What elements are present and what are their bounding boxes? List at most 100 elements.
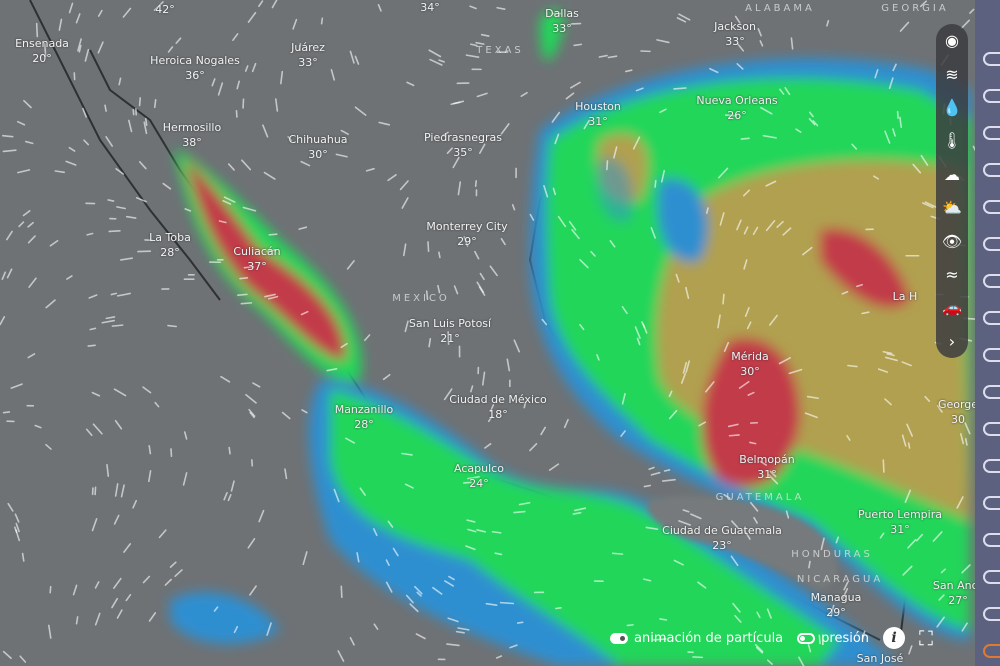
city-label[interactable]: Managua 29° bbox=[811, 590, 862, 620]
wind-icon[interactable]: ≋ bbox=[945, 64, 959, 84]
panel-toggle[interactable] bbox=[983, 89, 1000, 103]
city-temperature: 35° bbox=[453, 146, 473, 159]
city-label[interactable]: Dallas 33° bbox=[545, 6, 579, 36]
wind-particle bbox=[403, 243, 407, 257]
city-label[interactable]: Juárez 33° bbox=[291, 40, 325, 70]
panel-toggle[interactable] bbox=[983, 570, 1000, 584]
panel-toggle[interactable] bbox=[983, 163, 1000, 177]
panel-toggle[interactable] bbox=[983, 496, 1000, 510]
info-icon[interactable]: i bbox=[883, 627, 906, 649]
wind-particle bbox=[685, 360, 691, 373]
panel-toggle[interactable] bbox=[983, 274, 1000, 288]
city-label[interactable]: Nueva Orleans 26° bbox=[696, 93, 777, 123]
wind-particle bbox=[491, 530, 502, 534]
city-label[interactable]: Heroica Nogales 36° bbox=[150, 53, 240, 83]
wind-particle bbox=[648, 466, 655, 471]
city-label[interactable]: Acapulco 24° bbox=[454, 461, 504, 491]
city-name: Chihuahua bbox=[288, 133, 348, 146]
panel-toggle[interactable] bbox=[983, 533, 1000, 547]
wind-particle bbox=[736, 219, 742, 231]
wind-particle bbox=[83, 139, 90, 146]
wind-particle bbox=[888, 77, 894, 90]
panel-toggle[interactable] bbox=[983, 644, 1000, 658]
fullscreen-icon[interactable]: ⛶ bbox=[919, 626, 934, 650]
wind-particle bbox=[779, 88, 785, 95]
city-name: Nueva Orleans bbox=[696, 94, 778, 107]
city-label[interactable]: Piedrasnegras 35° bbox=[424, 130, 502, 160]
city-label[interactable]: George 30 bbox=[938, 397, 978, 427]
panel-toggle[interactable] bbox=[983, 422, 1000, 436]
city-label[interactable]: Manzanillo 28° bbox=[335, 402, 394, 432]
pressure-toggle[interactable]: presión bbox=[797, 631, 869, 646]
city-label[interactable]: San Andr 27° bbox=[933, 578, 983, 608]
cloud-icon[interactable]: ☁ bbox=[944, 164, 960, 184]
bottom-controls: animación de partícula presión i ⛶ bbox=[610, 626, 933, 650]
city-label[interactable]: 34° bbox=[420, 0, 440, 15]
wind-particle bbox=[241, 159, 252, 171]
globe-icon[interactable]: ◉ bbox=[945, 31, 959, 51]
toggle-switch-on[interactable] bbox=[610, 632, 628, 644]
wind-particle bbox=[106, 463, 110, 478]
city-label[interactable]: Hermosillo 38° bbox=[163, 120, 221, 150]
city-label[interactable]: 42° bbox=[155, 2, 175, 17]
city-label[interactable]: Ciudad de Guatemala 23° bbox=[662, 523, 782, 553]
city-label[interactable]: San Luis Potosí 21° bbox=[409, 316, 491, 346]
wind-particle bbox=[27, 353, 36, 359]
city-label[interactable]: Houston 31° bbox=[575, 99, 621, 129]
panel-toggle[interactable] bbox=[983, 237, 1000, 251]
region-label: HONDURAS bbox=[791, 549, 873, 560]
wind-particle bbox=[818, 634, 821, 645]
weather-map[interactable] bbox=[0, 0, 975, 666]
wind-particle bbox=[964, 437, 968, 446]
wind-particle bbox=[912, 163, 922, 174]
wind-particle bbox=[626, 624, 634, 627]
city-label[interactable]: Monterrey City 29° bbox=[426, 219, 507, 249]
wind-particle bbox=[65, 160, 77, 166]
wind-particle bbox=[924, 395, 931, 403]
wind-particle bbox=[573, 43, 583, 47]
panel-toggle[interactable] bbox=[983, 126, 1000, 140]
panel-toggle[interactable] bbox=[983, 52, 1000, 66]
panel-toggle[interactable] bbox=[983, 607, 1000, 621]
panel-toggle[interactable] bbox=[983, 459, 1000, 473]
chevron-right-icon[interactable]: › bbox=[948, 331, 956, 351]
wind-particle bbox=[48, 624, 52, 639]
city-label[interactable]: Mérida 30° bbox=[731, 349, 769, 379]
wind-particle bbox=[101, 319, 115, 324]
wind-particle bbox=[574, 507, 587, 512]
wind-particle bbox=[167, 324, 177, 328]
city-label[interactable]: Culiacán 37° bbox=[233, 244, 280, 274]
city-label[interactable]: San José bbox=[857, 651, 904, 666]
city-label[interactable]: La Toba 28° bbox=[149, 230, 191, 260]
side-panel[interactable] bbox=[975, 0, 1000, 666]
panel-toggle[interactable] bbox=[983, 385, 1000, 399]
wind-particle bbox=[759, 40, 764, 47]
particle-animation-toggle[interactable]: animación de partícula bbox=[610, 631, 783, 646]
city-name: Heroica Nogales bbox=[150, 54, 240, 67]
wind-particle bbox=[806, 395, 819, 400]
panel-toggle[interactable] bbox=[983, 311, 1000, 325]
thermometer-icon[interactable]: 🌡 bbox=[941, 131, 963, 151]
city-label[interactable]: Ensenada 20° bbox=[15, 36, 69, 66]
city-label[interactable]: Chihuahua 30° bbox=[288, 132, 347, 162]
city-label[interactable]: Puerto Lempira 31° bbox=[858, 507, 942, 537]
city-label[interactable]: Ciudad de México 18° bbox=[449, 392, 547, 422]
wind-particle bbox=[682, 361, 688, 374]
city-label[interactable]: Jackson 33° bbox=[714, 19, 756, 49]
toggle-switch-off[interactable] bbox=[797, 632, 816, 644]
wind-particle bbox=[956, 496, 964, 509]
panel-toggle[interactable] bbox=[983, 348, 1000, 362]
panel-toggle[interactable] bbox=[983, 200, 1000, 214]
waves-icon[interactable]: ≈ bbox=[945, 264, 959, 284]
visibility-eye-icon[interactable]: 👁 bbox=[941, 231, 963, 251]
precipitation-layer bbox=[170, 9, 970, 666]
city-label[interactable]: La H bbox=[893, 289, 918, 304]
city-label[interactable]: Belmopán 31° bbox=[739, 452, 795, 482]
car-icon[interactable]: 🚗 bbox=[942, 298, 962, 318]
rain-drop-icon[interactable]: 💧 bbox=[942, 97, 962, 117]
cloud-base-icon[interactable]: ⛅ bbox=[942, 198, 962, 218]
wind-particle bbox=[659, 618, 668, 621]
wind-particle bbox=[16, 120, 26, 126]
wind-particle bbox=[387, 520, 394, 528]
wind-particle bbox=[479, 272, 485, 281]
